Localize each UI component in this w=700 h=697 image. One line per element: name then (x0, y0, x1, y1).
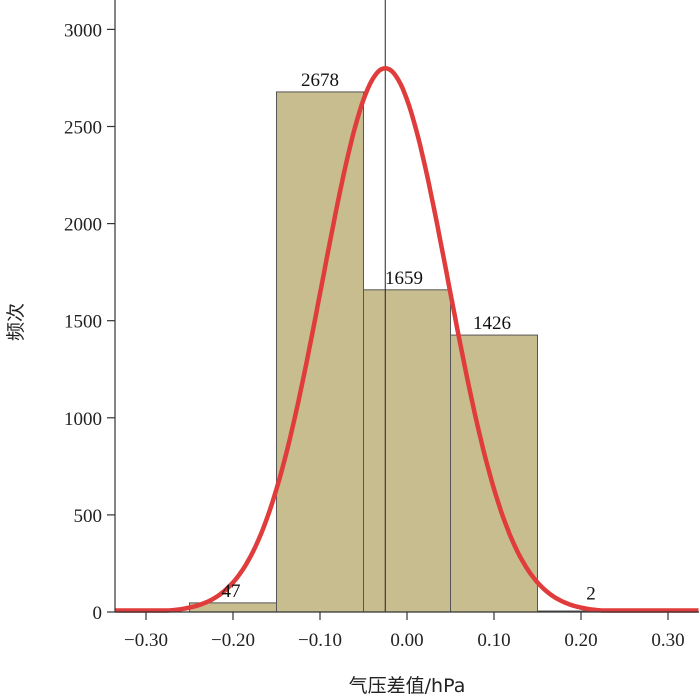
data-labels-layer: 47 2678 1659 1426 2 (222, 70, 596, 605)
histogram-bar (276, 91, 364, 613)
x-tick-label: 0.10 (477, 630, 510, 651)
x-tick-label: 0.00 (390, 630, 423, 651)
y-axis-title: 频次 (5, 303, 27, 341)
axes-layer: 0 500 1000 1500 2000 2500 3000 −0.30 −0.20 −0.10 0… (64, 0, 699, 651)
x-tick-label: −0.20 (211, 630, 255, 651)
bars-layer (189, 91, 625, 613)
bar-value-label: 1659 (385, 268, 423, 289)
y-tick-label: 0 (93, 603, 103, 624)
x-tick-label: −0.30 (124, 630, 168, 651)
bar-value-label: 2 (586, 584, 596, 605)
x-axis-title: 气压差值/hPa (349, 675, 466, 697)
y-tick-label: 500 (74, 506, 103, 527)
normal-curve (115, 65, 699, 613)
y-tick-label: 2000 (64, 215, 102, 236)
x-tick-label: 0.30 (651, 630, 684, 651)
y-tick-label: 2500 (64, 118, 102, 139)
histogram-bar (450, 334, 538, 613)
y-tick-label: 1500 (64, 312, 102, 333)
y-tick-label: 3000 (64, 20, 102, 41)
histogram-bar (363, 289, 451, 613)
bar-value-label: 47 (222, 581, 241, 602)
bar-value-label: 1426 (473, 313, 511, 334)
x-tick-label: −0.10 (298, 630, 342, 651)
bar-value-label: 2678 (301, 70, 339, 91)
x-tick-label: 0.20 (564, 630, 597, 651)
y-tick-label: 1000 (64, 409, 102, 430)
